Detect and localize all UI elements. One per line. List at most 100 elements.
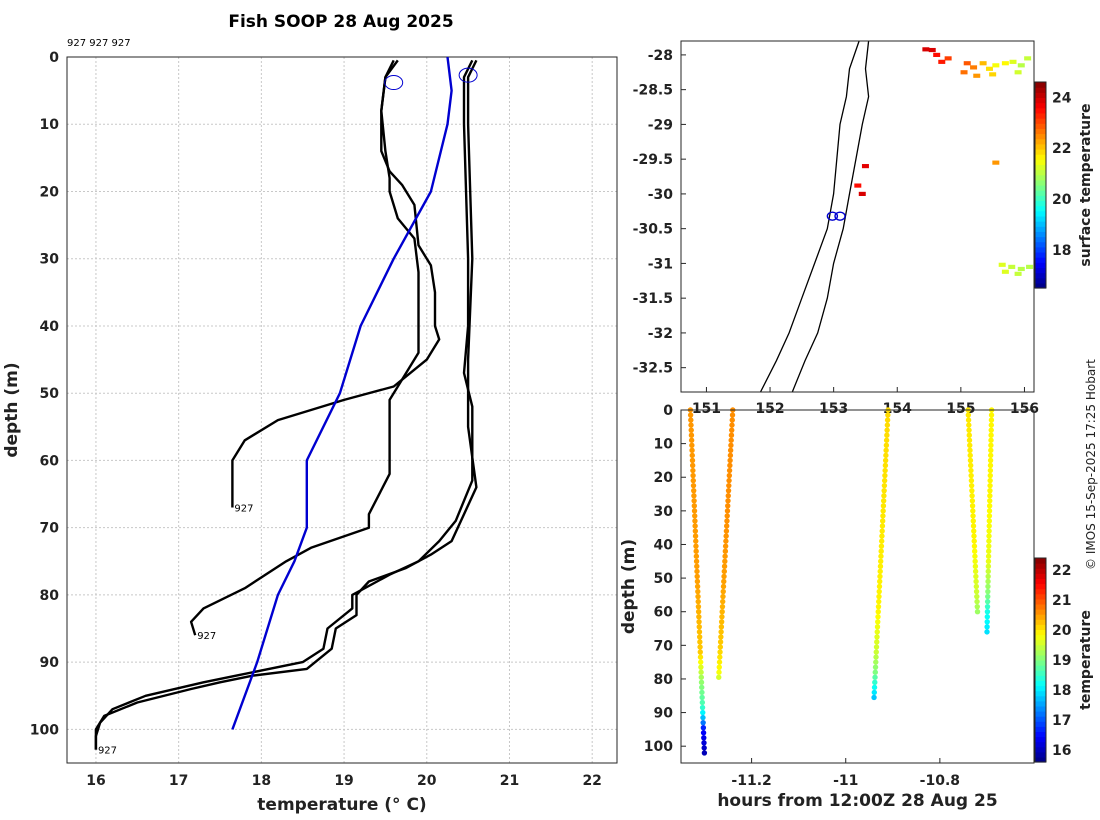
colorbar-segment xyxy=(1035,200,1046,207)
colorbar-segment xyxy=(1035,87,1046,93)
colorbar-segment xyxy=(1035,573,1046,579)
map-y-tick-label: -31 xyxy=(648,256,673,272)
section-point xyxy=(694,568,700,575)
colorbar-segment xyxy=(1035,277,1046,284)
map-frame xyxy=(680,40,1035,393)
colorbar-segment xyxy=(1035,685,1046,692)
section-point xyxy=(701,745,707,751)
section-point xyxy=(881,482,888,489)
colorbar-segment xyxy=(1035,138,1046,145)
colorbar-tick-label: 22 xyxy=(1052,563,1071,579)
section-point xyxy=(985,593,991,600)
section-point xyxy=(728,437,734,443)
section-point xyxy=(874,634,880,640)
section-point xyxy=(688,427,694,433)
section-point xyxy=(690,477,696,484)
section-point xyxy=(872,679,878,686)
sst-cell xyxy=(858,191,866,196)
section-point xyxy=(697,644,703,650)
section-point xyxy=(877,578,883,585)
y-tick-label: 100 xyxy=(30,722,59,738)
section-point xyxy=(698,669,704,675)
colorbar-segment xyxy=(1035,174,1046,181)
y-tick-label: 60 xyxy=(40,453,60,469)
colorbar-segment xyxy=(1035,251,1046,258)
section-point xyxy=(987,498,993,504)
section-point xyxy=(987,462,994,469)
section-point xyxy=(871,694,877,701)
colorbar-segment xyxy=(1035,578,1046,585)
section-point xyxy=(699,699,706,706)
sst-cell xyxy=(933,52,941,57)
section-point xyxy=(986,503,993,509)
colorbar-tick-label: 20 xyxy=(1052,192,1072,208)
colorbar-segment xyxy=(1035,675,1046,681)
section-point xyxy=(697,649,703,655)
credit-text: © IMOS 15-Sep-2025 17:25 Hobart xyxy=(1084,359,1098,570)
colorbar-segment xyxy=(1035,159,1046,165)
section-point xyxy=(690,482,697,489)
colorbar-segment xyxy=(1035,210,1046,217)
section-point xyxy=(873,644,880,650)
y-tick-label: 50 xyxy=(40,386,60,402)
section-point xyxy=(877,568,883,575)
section-point xyxy=(972,558,978,564)
colorbar-label: surface temperature xyxy=(1078,103,1094,266)
section-point xyxy=(877,563,884,570)
section-point xyxy=(722,543,729,549)
section-point xyxy=(972,568,979,575)
colorbar-segment xyxy=(1035,649,1046,656)
section-point xyxy=(872,664,879,670)
section-point xyxy=(725,493,731,499)
colorbar-segment xyxy=(1035,609,1046,615)
section-point xyxy=(725,487,732,494)
colorbar-segment xyxy=(1035,568,1046,574)
colorbar-segment xyxy=(1035,267,1046,274)
section-point xyxy=(879,528,885,534)
section-point xyxy=(884,427,890,433)
section-point xyxy=(722,558,728,564)
section-point xyxy=(690,467,696,474)
section-point xyxy=(692,518,698,524)
section-point xyxy=(882,467,888,474)
section-point xyxy=(698,679,705,686)
section-point xyxy=(880,508,886,514)
map-y-tick-label: -29.5 xyxy=(633,152,673,168)
colorbar-tick-label: 19 xyxy=(1052,653,1071,669)
section-point xyxy=(971,548,978,554)
section-point xyxy=(883,452,889,459)
series-line xyxy=(189,59,420,636)
section-point xyxy=(700,719,706,726)
section-point xyxy=(965,417,972,423)
colorbar-segment xyxy=(1035,670,1046,676)
colorbar-segment xyxy=(1035,716,1046,722)
colorbar-segment xyxy=(1035,756,1046,763)
section-point xyxy=(873,649,879,655)
map-x-tick-label: 156 xyxy=(1010,401,1039,417)
colorbar-segment xyxy=(1035,603,1046,610)
sst-cell xyxy=(989,72,997,77)
section-point xyxy=(694,573,700,580)
section-point xyxy=(984,619,990,625)
section-point xyxy=(726,472,733,479)
colorbar-segment xyxy=(1035,705,1046,712)
section-point xyxy=(688,422,694,428)
section-point xyxy=(878,553,884,559)
y-tick-label: 30 xyxy=(40,252,60,268)
section-point xyxy=(984,603,991,610)
colorbar-segment xyxy=(1035,226,1046,232)
colorbar-segment xyxy=(1035,711,1046,717)
section-y-tick-label: 100 xyxy=(644,739,673,755)
section-point xyxy=(875,609,881,615)
colorbar-segment xyxy=(1035,746,1046,753)
section-point xyxy=(874,639,880,645)
sst-cell xyxy=(973,73,981,78)
sst-cell xyxy=(1008,264,1016,269)
section-point xyxy=(984,609,991,615)
section-point xyxy=(727,452,734,459)
colorbar-segment xyxy=(1035,639,1046,646)
section-point xyxy=(688,432,695,438)
colorbar-segment xyxy=(1035,107,1046,114)
section-point xyxy=(696,634,703,640)
section-point xyxy=(968,477,975,484)
